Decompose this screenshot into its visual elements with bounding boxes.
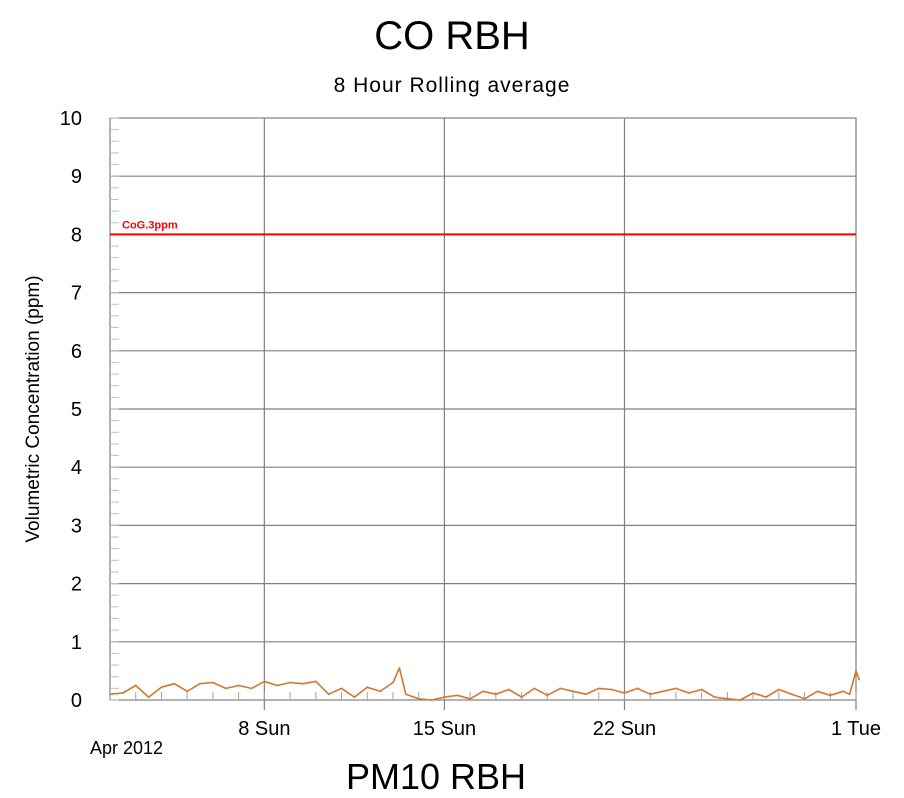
series-point [456, 694, 459, 697]
series-point [366, 686, 369, 689]
x-tick-label: 1 Tue [831, 718, 881, 740]
series-point [610, 688, 613, 691]
series-point [379, 690, 382, 693]
y-tick-label: 1 [71, 632, 82, 654]
y-tick-label: 6 [71, 341, 82, 363]
series-point [417, 697, 420, 700]
series-point [494, 693, 497, 696]
y-tick-label: 2 [71, 574, 82, 596]
series-point [340, 687, 343, 690]
y-tick-label: 9 [71, 166, 82, 188]
x-tick-label: 22 Sun [593, 718, 656, 740]
series-point [314, 680, 317, 683]
series-point [520, 696, 523, 698]
series-point [211, 681, 214, 684]
y-tick-label: 10 [60, 108, 82, 130]
series-point [398, 667, 401, 669]
y-tick-label: 3 [71, 515, 82, 537]
series-point [858, 678, 861, 681]
series-point [507, 688, 510, 691]
series-point [173, 682, 176, 685]
x-tick-label: 8 Sun [238, 718, 290, 740]
y-tick-label: 4 [71, 457, 82, 479]
series-point [546, 694, 549, 697]
x-tick-label: 15 Sun [413, 718, 476, 740]
series-point [765, 696, 767, 698]
series-point [121, 692, 124, 694]
chart-svg: 0 1 2 3 4 5 6 7 8 9 10 8 Sun 15 Sun 22 Sun 1 Tue CoG.3p… [60, 108, 881, 740]
series-point [687, 692, 690, 694]
series-point [816, 690, 819, 693]
series-point [803, 697, 806, 700]
series-point [636, 687, 639, 690]
series-point [739, 699, 742, 701]
y-tick-label: 7 [71, 283, 82, 305]
series-point [250, 687, 253, 690]
series-point [584, 693, 587, 696]
series-point [662, 690, 664, 693]
series-point [469, 697, 472, 700]
series-point [482, 690, 484, 693]
series-point [842, 690, 845, 693]
series-point [186, 690, 189, 693]
y-tick-label: 0 [71, 690, 82, 712]
series-point [224, 687, 227, 690]
series-point [726, 697, 729, 700]
series-point [752, 692, 755, 694]
series-point [700, 688, 703, 691]
series-point [829, 694, 832, 697]
series-point [623, 692, 626, 694]
series-point [199, 682, 201, 685]
series-line [109, 667, 860, 701]
series-point [160, 686, 163, 689]
series-point [572, 690, 574, 693]
chart-title: CO RBH [374, 14, 530, 58]
series-point [713, 696, 716, 698]
series-point [559, 687, 562, 690]
series-point [109, 693, 111, 696]
series-point [392, 681, 394, 684]
y-tick-label: 5 [71, 399, 82, 421]
series-point [675, 687, 677, 690]
series-point [443, 696, 446, 698]
series-point [790, 693, 793, 696]
chart-subtitle: 8 Hour Rolling average [333, 74, 571, 97]
series-point [147, 696, 150, 698]
series-point [777, 688, 780, 691]
series-point [430, 699, 433, 701]
reference-line-label: CoG.3ppm [122, 219, 178, 231]
series-point [302, 682, 304, 685]
series-point [649, 693, 652, 696]
series-point [533, 687, 536, 690]
y-tick-label: 8 [71, 224, 82, 246]
series-point [276, 684, 279, 687]
series-point [263, 680, 266, 683]
series-point [855, 670, 857, 672]
series-point [353, 696, 356, 698]
series-point [327, 693, 330, 696]
series-point [597, 687, 600, 690]
series-point [289, 681, 291, 684]
x-axis-date-caption: Apr 2012 [90, 738, 164, 758]
series-point [848, 693, 851, 696]
series-point [134, 684, 137, 687]
series-point [237, 684, 240, 687]
series-point [404, 693, 407, 696]
